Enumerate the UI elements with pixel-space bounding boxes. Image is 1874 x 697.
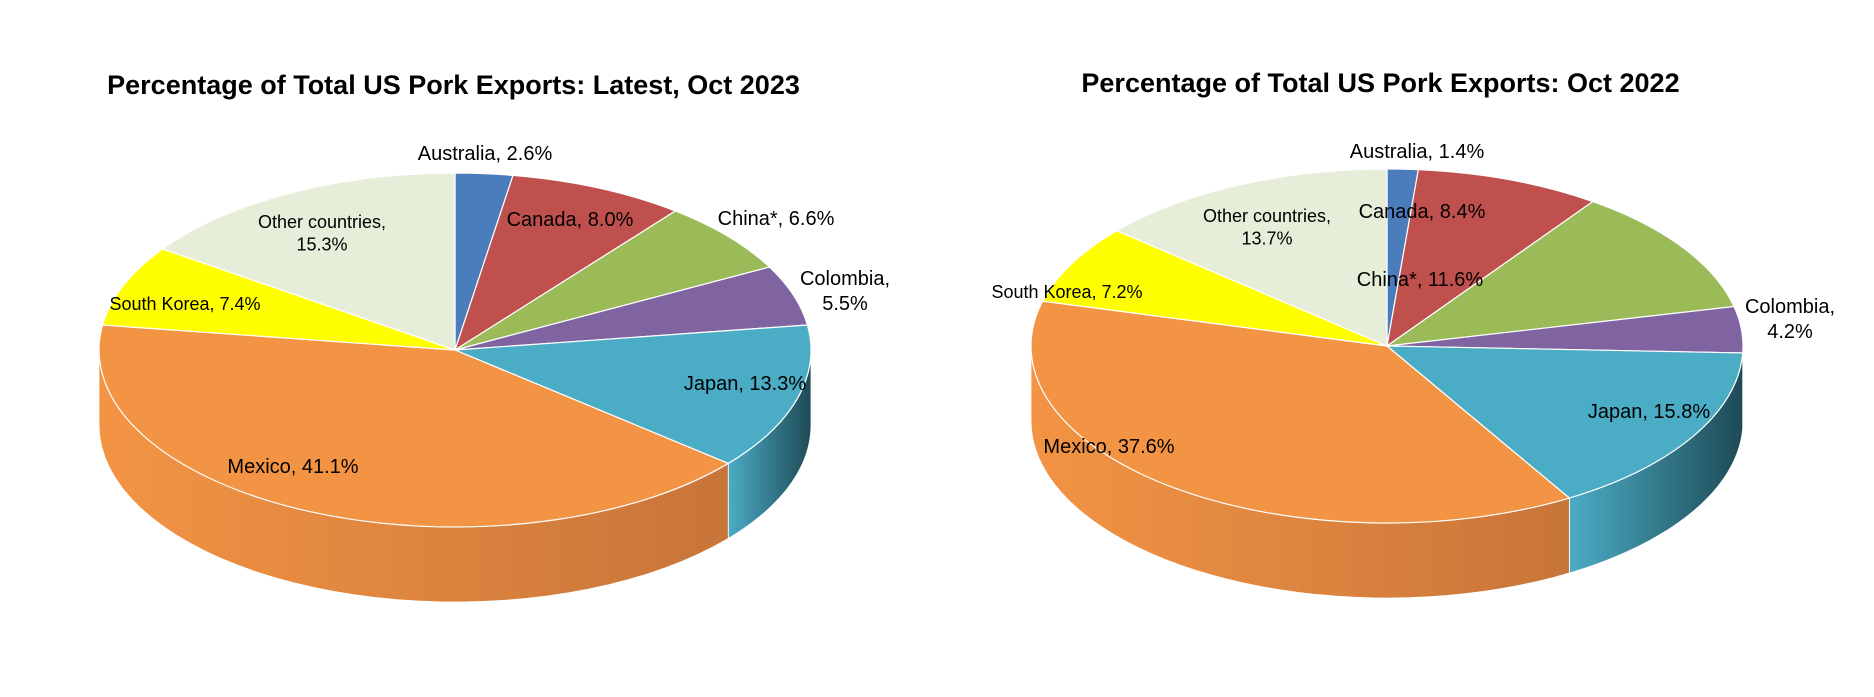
pie-chart-svg: Australia, 1.4% Canada, 8.4% China*, 11.6%… bbox=[991, 141, 1835, 599]
pie-slice-other-countries bbox=[161, 172, 456, 351]
data-label-australia: Australia, 2.6% bbox=[418, 143, 553, 165]
data-label-mexico: Mexico, 41.1% bbox=[227, 456, 358, 478]
pie-chart-svg: Australia, 2.6% Canada, 8.0% China*, 6.6% C… bbox=[98, 143, 890, 603]
data-label-mexico: Mexico, 37.6% bbox=[1043, 436, 1174, 458]
pie-slice-china- bbox=[1386, 200, 1735, 347]
pie-slice-china- bbox=[454, 210, 771, 351]
data-label-australia: Australia, 1.4% bbox=[1350, 141, 1485, 163]
pie-slice-other-countries bbox=[1115, 168, 1388, 347]
data-label-other-countries: Other countries, 15.3% bbox=[258, 212, 386, 255]
pie-labels: Australia, 2.6% Canada, 8.0% China*, 6.6% C… bbox=[109, 143, 890, 478]
chart-title: Percentage of Total US Pork Exports: Oct… bbox=[1081, 68, 1680, 98]
chart-title: Percentage of Total US Pork Exports: Lat… bbox=[107, 70, 800, 100]
data-label-japan: Japan, 13.3% bbox=[684, 373, 807, 395]
pie-slice-japan bbox=[1385, 345, 1744, 499]
data-label-other-countries: Other countries, 13.7% bbox=[1203, 206, 1331, 249]
data-label-south-korea: South Korea, 7.2% bbox=[991, 282, 1142, 302]
pie-slice-south-korea bbox=[101, 248, 456, 351]
pie-chart-oct-2022: Percentage of Total US Pork Exports: Oct… bbox=[937, 0, 1874, 697]
pie-slice-mexico bbox=[98, 324, 730, 528]
data-label-canada: Canada, 8.0% bbox=[507, 209, 634, 231]
data-label-japan: Japan, 15.8% bbox=[1588, 401, 1711, 423]
pie-slice-south-korea bbox=[1041, 230, 1388, 347]
pie-chart-oct-2023: Percentage of Total US Pork Exports: Lat… bbox=[98, 70, 890, 603]
data-label-china-: China*, 11.6% bbox=[1357, 269, 1484, 291]
pie-slice-mexico bbox=[1030, 300, 1571, 524]
pie-slice-canada bbox=[453, 174, 677, 352]
pie-slice-canada bbox=[1386, 169, 1595, 348]
pie-top-faces bbox=[98, 172, 812, 528]
pie-top-faces bbox=[1030, 168, 1744, 524]
data-label-china-: China*, 6.6% bbox=[718, 208, 835, 230]
pie-labels: Australia, 1.4% Canada, 8.4% China*, 11.6%… bbox=[991, 141, 1835, 458]
data-label-south-korea: South Korea, 7.4% bbox=[109, 294, 260, 314]
pie-slice-japan bbox=[454, 324, 812, 465]
data-label-canada: Canada, 8.4% bbox=[1359, 201, 1486, 223]
data-label-colombia: Colombia, 4.2% bbox=[1745, 296, 1835, 343]
data-label-colombia: Colombia, 5.5% bbox=[800, 268, 890, 315]
